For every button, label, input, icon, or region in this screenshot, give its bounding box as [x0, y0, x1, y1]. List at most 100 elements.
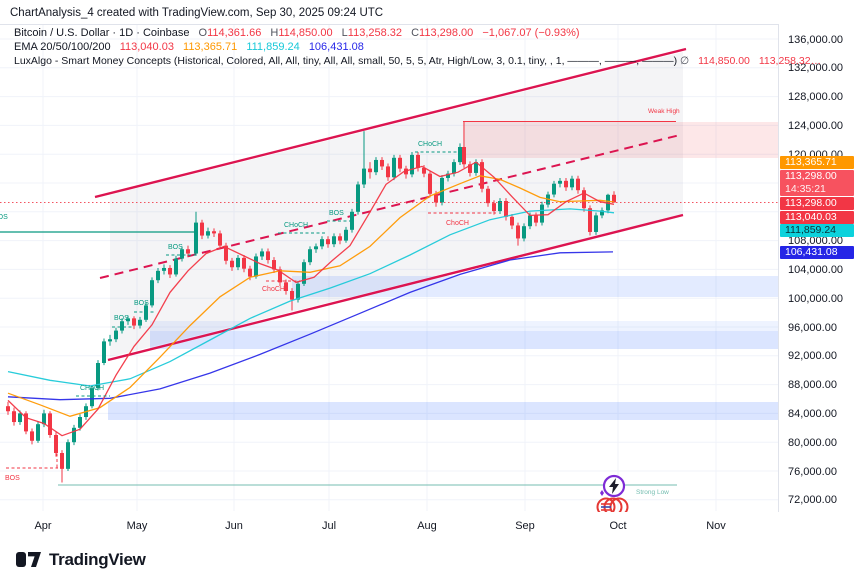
candle-body: [462, 147, 466, 165]
candle-body: [558, 180, 562, 184]
month-label-nov: Nov: [706, 520, 726, 532]
demand-zone: [150, 331, 778, 349]
smc-label-bos: BOS: [114, 315, 129, 322]
candle-body: [194, 222, 198, 254]
candle-body: [278, 269, 282, 283]
month-label-jun: Jun: [225, 520, 243, 532]
candle-body: [102, 341, 106, 363]
candle-body: [552, 183, 556, 195]
candle-body: [434, 193, 438, 203]
ema-label: EMA 20/50/100/200: [14, 41, 111, 53]
smc-label-bos: BOS: [168, 244, 183, 251]
candle-body: [570, 178, 574, 188]
candle-body: [528, 215, 532, 227]
tradingview-logo-icon: [16, 552, 41, 567]
low-value: 113,258.32: [347, 27, 403, 39]
smc-label-bos: BOS: [329, 210, 344, 217]
sparkle-glyph: [600, 490, 604, 496]
ema20-value: 113,040.03: [119, 41, 174, 53]
price-axis-label: 96,000.00: [788, 321, 837, 334]
candle-body: [522, 226, 526, 239]
candle-body: [156, 270, 160, 281]
ema200-line: [7, 251, 614, 401]
tradingview-logo-text: TradingView: [49, 550, 146, 569]
candle-body: [368, 168, 372, 173]
lightning-bolt-glyph: [609, 478, 619, 494]
candle-body: [392, 157, 396, 178]
price-chip: 113,298.00 14:35:21: [780, 170, 854, 196]
candle-body: [284, 282, 288, 291]
footer-bar: TradingView: [0, 542, 860, 586]
candle-body: [108, 339, 112, 342]
smc-label-choch: ChoCH: [262, 286, 285, 293]
candle-body: [224, 245, 228, 261]
price-axis-label: 104,000.00: [788, 263, 844, 276]
candle-body: [446, 173, 450, 178]
supply-zone: [463, 122, 778, 158]
luxalgo-low-value: 113,258.32…: [758, 55, 822, 67]
title-bar: ChartAnalysis_4 created with TradingView…: [10, 7, 384, 19]
low-label: L: [341, 27, 348, 39]
candle-body: [60, 453, 64, 469]
price-axis-label: 84,000.00: [788, 407, 837, 420]
price-axis-label: 72,000.00: [788, 494, 837, 507]
candle-body: [486, 188, 490, 204]
smc-label-choch: ChoCH: [446, 220, 469, 227]
ema-legend[interactable]: EMA 20/50/100/200 113,040.03 113,365.71 …: [14, 41, 364, 54]
symbol-legend[interactable]: Bitcoin / U.S. Dollar · 1D · Coinbase O1…: [14, 27, 580, 40]
demand-zone: [108, 402, 778, 420]
candle-body: [410, 154, 414, 175]
candle-body: [6, 406, 10, 412]
candle-body: [78, 417, 82, 428]
candle-body: [516, 225, 520, 239]
luxalgo-legend[interactable]: LuxAlgo - Smart Money Concepts (Historic…: [14, 55, 821, 68]
candle-body: [218, 233, 222, 246]
time-axis[interactable]: Apr May Jun Jul Aug Sep Oct Nov: [0, 512, 860, 542]
candle-body: [534, 215, 538, 223]
candle-body: [114, 330, 118, 340]
tradingview-logo[interactable]: TradingView: [16, 550, 146, 570]
candle-body: [510, 216, 514, 226]
candle-body: [386, 166, 390, 178]
month-label-oct: Oct: [609, 520, 627, 532]
smc-label-choch: CHoCH: [418, 141, 442, 148]
candle-body: [42, 413, 46, 425]
price-chip: 111,859.24: [780, 223, 854, 237]
price-chip: 106,431.08: [780, 245, 854, 259]
luxalgo-label: LuxAlgo - Smart Money Concepts (Historic…: [14, 55, 678, 67]
candle-body: [612, 194, 616, 203]
candle-body: [582, 190, 586, 209]
candle-body: [266, 251, 270, 261]
candle-body: [206, 231, 210, 236]
candle-body: [374, 159, 378, 173]
candle-body: [468, 164, 472, 173]
price-axis-label: 108,000.00: [788, 235, 844, 248]
candle-body: [302, 262, 306, 284]
candle-body: [308, 249, 312, 263]
price-axis-label: 80,000.00: [788, 436, 837, 449]
close-value: 113,298.00: [419, 27, 474, 39]
price-chip: 113,298.00: [780, 197, 854, 210]
price-axis-divider: [778, 24, 779, 512]
price-axis[interactable]: 136,000.00 132,000.00 128,000.00 124,000.00…: [779, 24, 860, 512]
price-axis-label: 76,000.00: [788, 465, 837, 478]
candle-body: [588, 208, 592, 232]
candle-body: [480, 162, 484, 189]
candle-body: [332, 236, 336, 245]
candle-body: [180, 249, 184, 259]
candle-body: [150, 280, 154, 306]
candle-body: [66, 442, 70, 469]
candle-body: [320, 239, 324, 247]
candle-body: [120, 321, 124, 331]
candle-body: [12, 411, 16, 423]
candle-body: [242, 257, 246, 269]
price-axis-label: 136,000.00: [788, 33, 844, 46]
candle-body: [96, 363, 100, 389]
month-label-may: May: [126, 520, 148, 532]
candle-body: [186, 249, 190, 254]
candle-body: [492, 203, 496, 212]
candle-body: [380, 159, 384, 167]
ema100-line: [7, 208, 615, 387]
candle-body: [576, 178, 580, 191]
